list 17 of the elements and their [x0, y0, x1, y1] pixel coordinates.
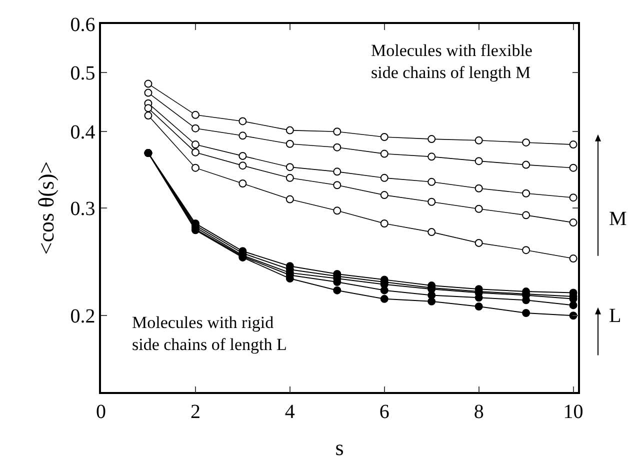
x-axis-title: s — [335, 435, 344, 460]
annotation: Molecules with flexible side chains of length M — [371, 41, 532, 82]
y-tick-label: 0.6 — [70, 14, 96, 36]
x-tick-label: 4 — [284, 400, 295, 423]
annotation: Molecules with rigid side chains of length L — [132, 313, 287, 354]
y-axis-title: <cos θ(s)> — [34, 161, 59, 255]
x-tick-label: 10 — [563, 400, 584, 423]
y-tick-label: 0.3 — [70, 198, 96, 220]
x-tick-label: 6 — [379, 400, 390, 423]
x-tick-label: 0 — [96, 400, 106, 423]
text: L — [609, 305, 622, 327]
y-tick-label: 0.4 — [70, 122, 96, 144]
x-tick-label: 2 — [190, 400, 200, 423]
y-tick-label: 0.5 — [70, 62, 96, 84]
text: M — [609, 208, 627, 230]
y-tick-label: 0.2 — [70, 306, 96, 328]
x-tick-label: 8 — [474, 400, 484, 423]
